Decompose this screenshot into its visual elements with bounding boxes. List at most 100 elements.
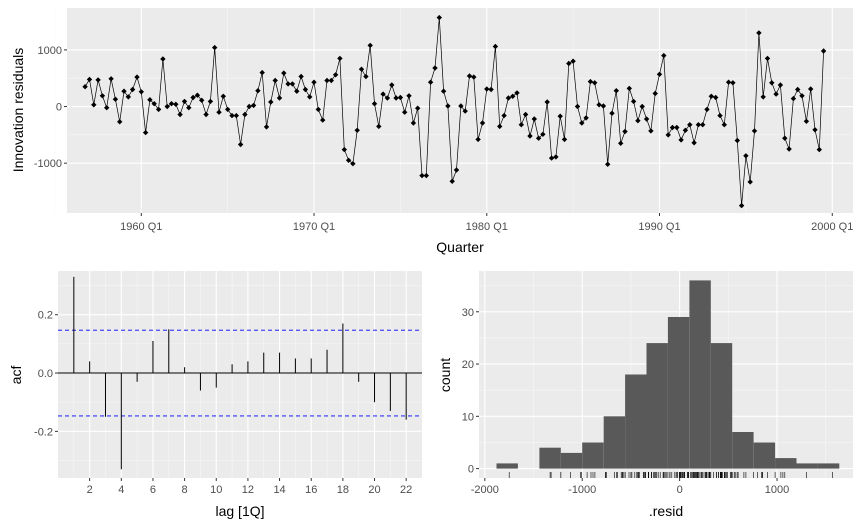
acf-plot: -0.2 0.0 0.2 2 4 6 8 10 12 14 16 18 20 22 lag [1Q] a… [8, 271, 422, 519]
residual-point [147, 97, 153, 103]
residual-point [121, 88, 127, 94]
residual-y-tick-label: -1000 [34, 158, 62, 170]
residual-point [289, 81, 296, 87]
residual-point [531, 116, 537, 122]
acf-x-tick-label: 14 [273, 484, 285, 496]
residual-point [138, 89, 144, 95]
residual-point [669, 124, 676, 131]
residual-point [432, 65, 438, 71]
acf-plot-panel [58, 271, 422, 478]
residual-point [540, 131, 546, 137]
residual-point [700, 122, 706, 128]
residual-point [527, 133, 533, 139]
residual-point [91, 102, 97, 108]
residual-point [484, 86, 490, 92]
residual-point [488, 86, 494, 93]
residual-point [117, 119, 123, 125]
histogram-x-tick-label: 0 [677, 484, 683, 496]
residual-point [380, 91, 386, 97]
residual-point [808, 86, 814, 92]
residual-point [605, 161, 611, 167]
residual-point [587, 78, 594, 85]
histogram-bar [667, 317, 690, 469]
residual-point [764, 55, 771, 62]
acf-y-tick-label: 0.0 [38, 368, 53, 380]
histogram-bar [732, 432, 754, 469]
acf-x-tick-label: 2 [87, 484, 93, 496]
residual-point [402, 109, 408, 115]
residual-point [82, 84, 88, 90]
acf-y-tick-label: -0.2 [34, 426, 53, 438]
residual-point [354, 127, 360, 133]
residual-point [419, 172, 425, 179]
residual-point [777, 82, 784, 88]
residual-point [475, 136, 481, 143]
residual-point [350, 161, 356, 167]
residual-point [652, 90, 658, 97]
residual-point [415, 105, 421, 111]
residual-point [410, 120, 417, 126]
residual-point [358, 66, 365, 72]
residual-point [194, 92, 201, 98]
histogram-bar [710, 343, 733, 469]
residual-point [751, 128, 758, 134]
residual-y-tick-label: 1000 [38, 45, 62, 57]
residual-point [134, 74, 140, 80]
residual-point [479, 120, 486, 126]
residual-point [86, 76, 93, 83]
residual-point [151, 101, 157, 107]
residual-point [713, 94, 719, 101]
residual-point [237, 141, 244, 148]
residual-point [427, 79, 434, 85]
residual-point [177, 111, 183, 118]
residual-point [203, 111, 209, 118]
residual-point [302, 86, 309, 93]
residual-time-plot: -1000 0 1000 1960 Q1 1970 Q1 1980 Q1 1990 Q1 2… [10, 8, 853, 255]
histogram-y-tick-label: 0 [468, 464, 474, 476]
residual-point [505, 95, 512, 101]
residual-point [799, 93, 805, 99]
histogram-bar [603, 416, 626, 469]
residual-y-tick-label: 0 [56, 102, 62, 114]
residual-point [376, 123, 382, 130]
residual-point [233, 112, 239, 119]
residual-point [285, 81, 291, 87]
residual-point [747, 179, 753, 185]
residual-point [643, 116, 650, 122]
residual-point [665, 132, 671, 138]
residual-point [574, 103, 581, 110]
residual-point [708, 93, 714, 99]
residual-point [389, 82, 395, 88]
residual-point [458, 103, 464, 109]
residual-point [786, 146, 792, 152]
residual-point [294, 88, 300, 94]
histogram-bar [796, 463, 818, 469]
residual-point [816, 146, 822, 153]
residual-point [769, 80, 775, 86]
residual-point [596, 102, 602, 108]
residual-point [445, 103, 451, 109]
residual-point [522, 111, 529, 118]
acf-x-tick-label: 10 [210, 484, 222, 496]
residual-point [691, 140, 697, 146]
residual-point [276, 95, 283, 101]
acf-x-tick-label: 22 [400, 484, 412, 496]
residual-point [812, 127, 818, 133]
residual-point [717, 112, 723, 119]
residual-point [725, 79, 732, 85]
acf-x-tick-label: 12 [242, 484, 254, 496]
residual-point [393, 95, 399, 101]
residual-point [229, 112, 235, 119]
residual-point [225, 106, 231, 113]
residual-point [553, 154, 559, 160]
residual-point [259, 69, 265, 76]
residual-point [613, 88, 619, 94]
residual-point [466, 73, 473, 79]
residual-point [207, 98, 214, 105]
residual-point [557, 113, 563, 119]
residual-point [324, 77, 330, 84]
acf-x-axis-title: lag [1Q] [215, 503, 264, 519]
residual-point [661, 52, 667, 59]
residual-point [743, 153, 749, 159]
